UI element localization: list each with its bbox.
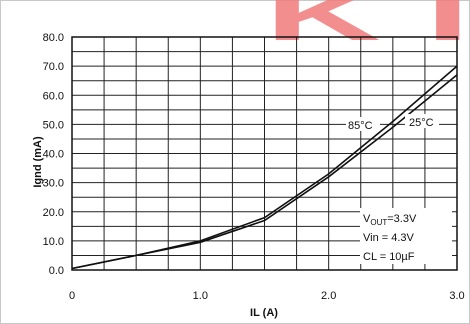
plot-border <box>71 36 458 271</box>
y-tick-label: 70.0 <box>43 61 64 73</box>
vout-main: V <box>363 213 371 225</box>
y-tick-label: 50.0 <box>43 119 64 131</box>
watermark-logo: K I <box>265 0 470 56</box>
x-axis-label: IL (A) <box>250 307 278 319</box>
plot-grid <box>71 36 458 271</box>
conditions-box <box>360 208 452 264</box>
label-85c-bg <box>346 117 380 131</box>
series-label-25c: 25°C <box>409 117 434 129</box>
cl-annotation: CL = 10µF <box>363 251 415 263</box>
axis-ticks: 0.0 10.0 20.0 30.0 40.0 50.0 60.0 70.0 80.0 0 1.0 2… <box>43 32 465 302</box>
y-tick-label: 20.0 <box>43 207 64 219</box>
y-tick-label: 80.0 <box>43 32 64 44</box>
label-25c-bg <box>405 114 439 128</box>
vin-annotation: Vin = 4.3V <box>363 232 415 244</box>
vout-annotation: VOUT=3.3V <box>363 213 417 227</box>
x-tick-label: 1.0 <box>193 290 208 302</box>
y-tick-label: 40.0 <box>43 149 64 161</box>
vout-sub: OUT <box>370 218 387 227</box>
x-tick-label: 2.0 <box>321 290 336 302</box>
y-tick-label: 30.0 <box>43 178 64 190</box>
plot-series <box>71 65 458 270</box>
vout-value: =3.3V <box>387 213 417 225</box>
y-tick-label: 10.0 <box>43 236 64 248</box>
x-tick-label: 3.0 <box>449 290 464 302</box>
series-label-85c: 85°C <box>348 120 373 132</box>
y-axis-label: Ignd (mA) <box>32 136 44 188</box>
y-tick-label: 60.0 <box>43 90 64 102</box>
x-tick-label: 0 <box>69 290 75 302</box>
series-line-1 <box>71 74 458 270</box>
y-tick-label: 0.0 <box>49 265 64 277</box>
